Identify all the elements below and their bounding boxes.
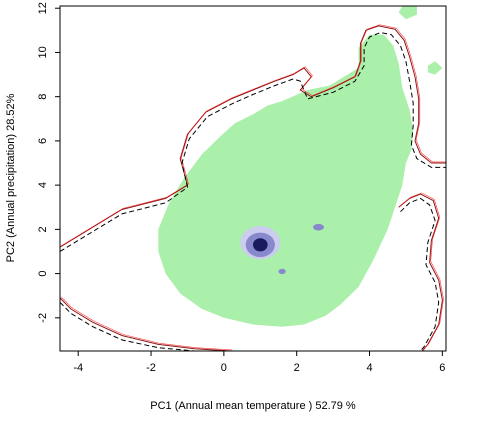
y-axis-title: PC2 (Annual precipitation) 28.52% bbox=[5, 93, 17, 262]
contour-line-5 bbox=[400, 197, 440, 351]
contour-line-red-0 bbox=[60, 24, 446, 247]
y-tick-label: 4 bbox=[37, 182, 49, 188]
contour-line-2 bbox=[60, 297, 232, 351]
contour-line-0 bbox=[60, 25, 446, 248]
x-tick-label: -2 bbox=[146, 362, 156, 374]
y-tick-label: 0 bbox=[37, 271, 49, 277]
y-tick-label: 8 bbox=[37, 94, 49, 100]
contour-line-3 bbox=[60, 301, 195, 351]
y-tick-label: 2 bbox=[37, 226, 49, 232]
x-tick-label: 2 bbox=[294, 362, 300, 374]
x-tick-label: 6 bbox=[439, 362, 445, 374]
density-patch-2 bbox=[252, 238, 268, 252]
y-tick-label: 6 bbox=[37, 138, 49, 144]
y-axis: -2 0 2 4 6 8 10 12 bbox=[37, 2, 60, 323]
environment-region-2 bbox=[427, 61, 443, 75]
y-tick-label: 10 bbox=[37, 46, 49, 58]
density-patch-4 bbox=[278, 268, 286, 275]
plot-frame bbox=[59, 5, 447, 352]
x-axis-title: PC1 (Annual mean temperature ) 52.79 % bbox=[150, 400, 356, 412]
environment-region-layer bbox=[158, 6, 443, 327]
contour-layer bbox=[60, 24, 446, 351]
density-patch-3 bbox=[313, 223, 324, 231]
contour-line-red-4 bbox=[399, 192, 444, 351]
y-tick-label: 12 bbox=[37, 2, 49, 14]
x-tick-label: 0 bbox=[221, 362, 227, 374]
contour-line-red-2 bbox=[60, 296, 233, 351]
x-tick-label: 4 bbox=[366, 362, 372, 374]
contour-line-4 bbox=[398, 193, 443, 351]
x-tick-label: -4 bbox=[73, 362, 83, 374]
x-axis: -4 -2 0 2 4 6 bbox=[73, 351, 445, 374]
environment-region-0 bbox=[158, 34, 414, 327]
density-layer bbox=[240, 223, 324, 275]
y-tick-label: -2 bbox=[37, 313, 49, 323]
environment-region-1 bbox=[398, 6, 417, 20]
